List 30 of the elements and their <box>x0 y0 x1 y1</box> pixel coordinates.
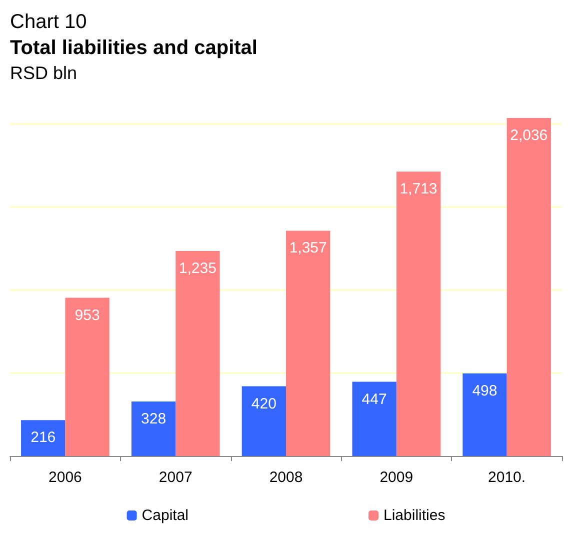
data-label: 1,713 <box>400 180 438 198</box>
x-tick-label: 2008 <box>269 469 303 486</box>
data-label: 498 <box>472 382 498 400</box>
x-tick-label: 2010. <box>488 469 526 486</box>
legend-label: Liabilities <box>383 507 446 524</box>
bar <box>286 230 330 456</box>
data-label: 1,357 <box>289 240 327 257</box>
data-label: 216 <box>30 429 56 446</box>
bar <box>352 382 396 456</box>
caption: Chart 10 <box>10 11 87 33</box>
bar <box>65 298 110 456</box>
bar <box>21 420 66 456</box>
data-label: 2,036 <box>510 127 548 144</box>
chart-title: Total liabilities and capital <box>10 37 258 59</box>
x-tick-label: 2006 <box>48 469 82 486</box>
bar <box>176 250 220 456</box>
legend-label: Capital <box>142 507 189 524</box>
x-tick-label: 2007 <box>158 469 192 486</box>
data-label: 447 <box>362 390 387 408</box>
bar <box>462 373 507 456</box>
bar <box>242 386 286 456</box>
data-label: 420 <box>251 395 276 412</box>
chart-subtitle: RSD bln <box>10 63 78 83</box>
data-label: 1,235 <box>178 260 216 277</box>
bar <box>131 402 176 456</box>
bar <box>396 172 441 456</box>
x-tick-label: 2009 <box>380 469 414 486</box>
bar <box>506 118 551 456</box>
data-label: 953 <box>74 306 100 324</box>
data-label: 328 <box>141 410 166 428</box>
